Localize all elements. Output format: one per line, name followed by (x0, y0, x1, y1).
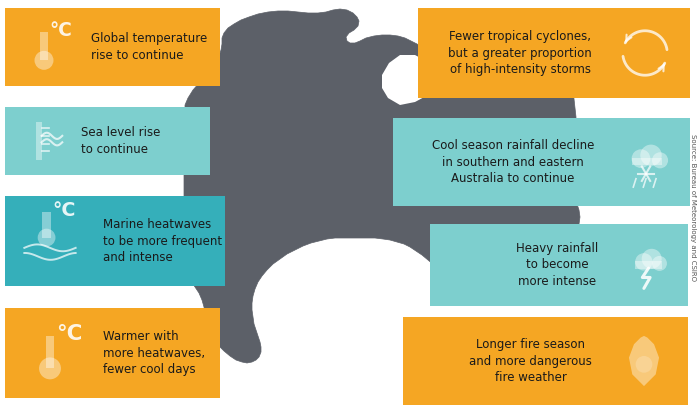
Polygon shape (184, 9, 580, 363)
Bar (635, 261, 661, 269)
Circle shape (631, 149, 650, 168)
Text: Sea level rise
to continue: Sea level rise to continue (81, 126, 160, 156)
Circle shape (34, 51, 53, 70)
Text: Heavy rainfall
to become
more intense: Heavy rainfall to become more intense (516, 242, 598, 288)
Bar (46, 336, 54, 369)
Text: Warmer with
more heatwaves,
fewer cool days: Warmer with more heatwaves, fewer cool d… (103, 330, 205, 376)
Bar (43, 212, 50, 238)
Text: °C: °C (56, 324, 83, 344)
Polygon shape (629, 336, 659, 386)
FancyBboxPatch shape (5, 8, 220, 86)
FancyBboxPatch shape (5, 308, 220, 398)
Text: Fewer tropical cyclones,
but a greater proportion
of high-intensity storms: Fewer tropical cyclones, but a greater p… (448, 30, 592, 76)
Text: Cool season rainfall decline
in southern and eastern
Australia to continue: Cool season rainfall decline in southern… (432, 139, 594, 185)
Text: Marine heatwaves
to be more frequent
and intense: Marine heatwaves to be more frequent and… (103, 218, 222, 264)
Polygon shape (382, 55, 435, 105)
FancyBboxPatch shape (393, 118, 690, 206)
Circle shape (642, 249, 661, 269)
Text: Global temperature
rise to continue: Global temperature rise to continue (91, 32, 207, 62)
Circle shape (636, 356, 652, 373)
Text: Source: Bureau of Meteorology and CSIRO: Source: Bureau of Meteorology and CSIRO (690, 134, 696, 282)
Circle shape (640, 145, 661, 166)
Bar (41, 32, 48, 60)
Circle shape (635, 253, 652, 271)
Circle shape (38, 229, 55, 246)
FancyBboxPatch shape (5, 107, 210, 175)
Circle shape (652, 152, 668, 168)
FancyBboxPatch shape (5, 196, 225, 286)
Bar (36, 121, 43, 161)
Circle shape (652, 256, 667, 271)
FancyBboxPatch shape (403, 317, 688, 405)
Polygon shape (456, 360, 494, 396)
Text: Longer fire season
and more dangerous
fire weather: Longer fire season and more dangerous fi… (469, 338, 592, 384)
FancyBboxPatch shape (418, 8, 690, 98)
Circle shape (39, 357, 61, 379)
Text: °C: °C (49, 21, 72, 40)
Bar (632, 158, 662, 165)
Text: °C: °C (52, 201, 76, 220)
FancyBboxPatch shape (430, 224, 688, 306)
